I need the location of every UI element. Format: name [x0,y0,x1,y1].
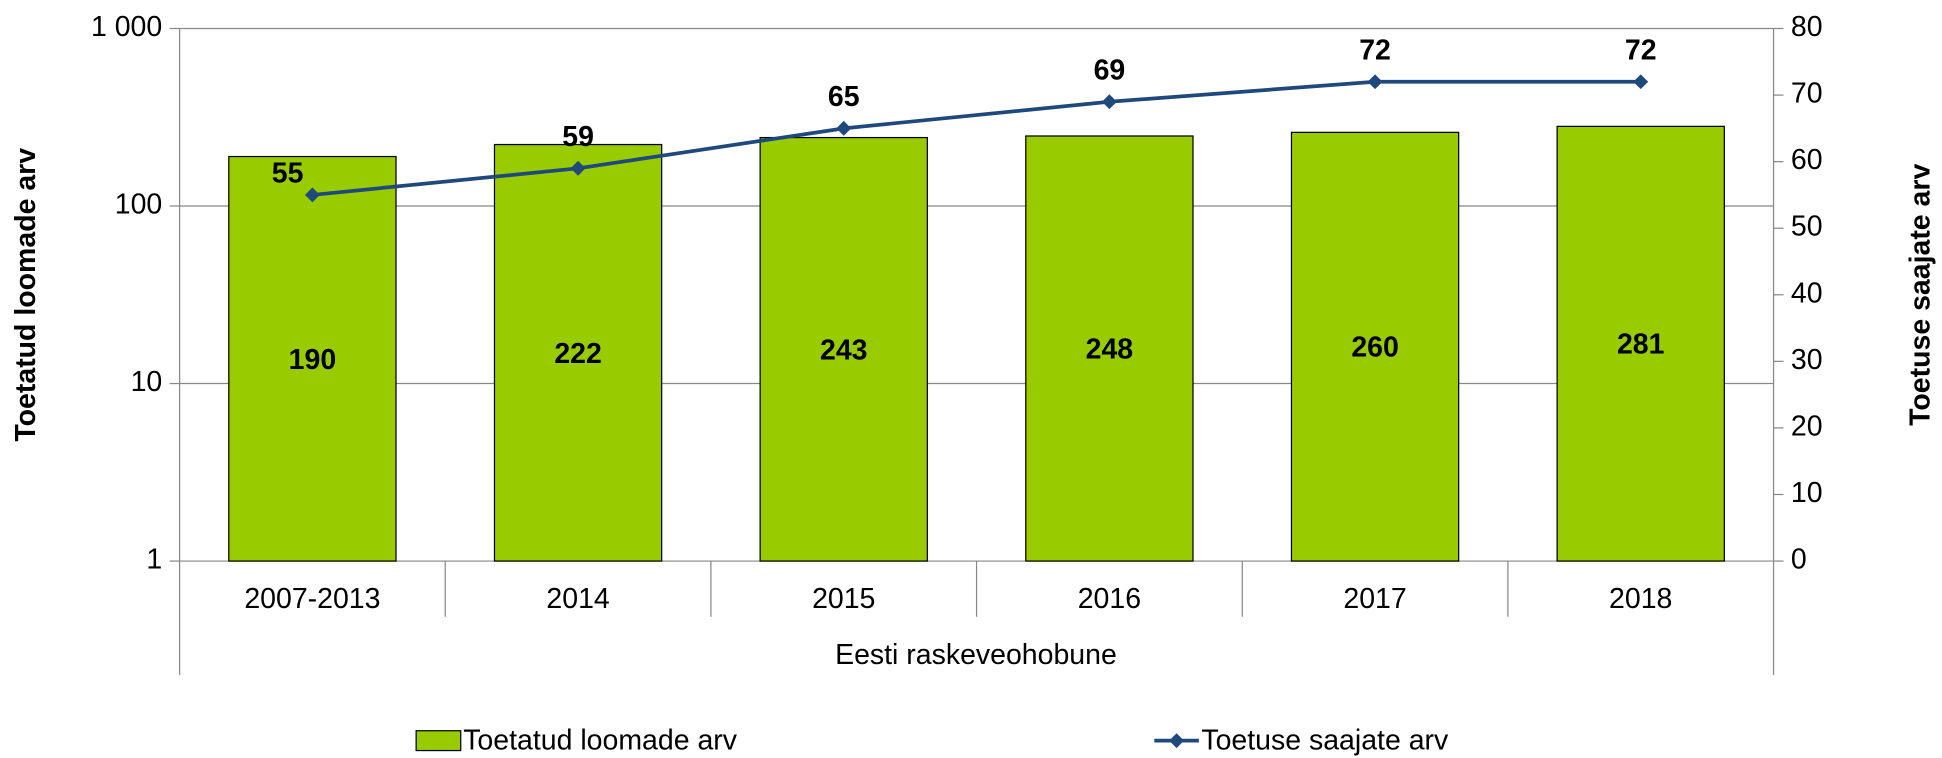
bar [228,155,397,562]
y2-tick-label: 10 [1791,477,1823,509]
bar [1025,135,1194,562]
y2-axis-title: Toetuse saajate arv [1905,164,1937,426]
line-value-label: 69 [1094,55,1126,87]
bar [493,143,663,562]
line-value-label: 55 [272,158,304,190]
x-tick-label: 2017 [1343,583,1406,615]
line-marker [1633,74,1649,90]
bar [1290,131,1460,562]
x-tick-label: 2018 [1609,583,1672,615]
y-tick-label: 100 [115,189,162,221]
bar-value-label: 260 [1351,332,1399,364]
group-label: Eesti raskeveohobune [835,639,1117,671]
y2-tick-label: 50 [1791,211,1823,243]
legend-marker [1169,733,1185,749]
legend-swatch [415,730,462,752]
bar-value-label: 248 [1086,334,1134,366]
bar [759,136,928,562]
line-marker [304,187,320,203]
x-tick-label: 2007-2013 [244,583,380,615]
line-marker [1367,74,1383,90]
y-tick-label: 1 000 [91,11,162,43]
y2-tick-label: 80 [1791,11,1823,43]
line [312,79,1641,197]
bar [1556,125,1725,562]
y2-tick-label: 30 [1791,344,1823,376]
bar-value-label: 281 [1617,329,1665,361]
y2-tick-label: 70 [1791,78,1823,110]
line-value-label: 65 [828,81,860,113]
bar-value-label: 222 [554,338,602,370]
bar-value-label: 190 [289,344,336,376]
line-value-label: 72 [1625,35,1657,67]
x-tick-label: 2015 [812,583,875,615]
y-tick-label: 1 [146,544,162,576]
line-marker [836,120,852,136]
line-value-label: 59 [562,121,594,153]
line-marker [1101,94,1117,110]
line-marker [570,160,586,176]
y2-tick-label: 60 [1791,144,1823,176]
line-value-label: 72 [1359,35,1391,67]
y2-tick-label: 40 [1791,277,1823,309]
y2-tick-label: 0 [1791,544,1807,576]
bar-value-label: 243 [820,334,868,366]
y2-tick-label: 20 [1791,410,1823,442]
x-tick-label: 2016 [1078,583,1141,615]
y-axis-title: Toetatud loomade arv [10,148,42,442]
x-tick-label: 2014 [546,583,609,615]
y-tick-label: 10 [131,366,163,398]
legend-label: Toetatud loomade arv [463,724,738,756]
legend-label: Toetuse saajate arv [1201,724,1449,756]
